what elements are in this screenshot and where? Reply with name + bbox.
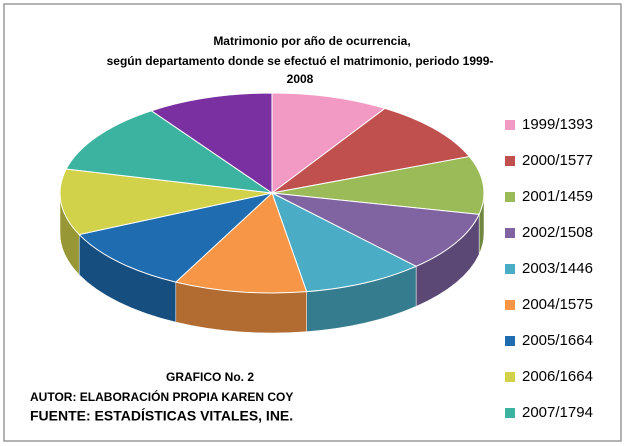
legend-swatch (505, 192, 515, 202)
legend-label: 2007/1794 (522, 404, 593, 421)
legend-label: 2002/1508 (522, 224, 593, 241)
legend-label: 2000/1577 (522, 152, 593, 169)
legend-swatch (505, 408, 515, 418)
legend-label: 2006/1664 (522, 368, 593, 385)
annotation: AUTOR: ELABORACIÓN PROPIA KAREN COY (30, 389, 293, 404)
legend-swatch (505, 120, 515, 130)
slice (271, 156, 485, 215)
slice (78, 192, 274, 283)
slice (150, 92, 273, 194)
annotation: FUENTE: ESTADÍSTICAS VITALES, INE. (30, 408, 293, 424)
legend-label: 1999/1393 (522, 116, 593, 133)
slice (271, 191, 418, 293)
slice (174, 192, 308, 294)
annotation: GRAFICO No. 2 (166, 370, 254, 384)
slice (59, 168, 273, 236)
legend-label: 2004/1575 (522, 296, 593, 313)
legend-swatch (505, 264, 515, 274)
legend-label: 2005/1664 (522, 332, 593, 349)
legend-swatch (505, 300, 515, 310)
legend-swatch (505, 156, 515, 166)
legend-swatch (505, 336, 515, 346)
legend-label: 2003/1446 (522, 260, 593, 277)
legend-swatch (505, 372, 515, 382)
slice (65, 110, 273, 194)
legend-swatch (505, 228, 515, 238)
legend-label: 2001/1459 (522, 188, 593, 205)
slice (271, 107, 471, 194)
chart-title: 2008 (287, 72, 314, 86)
slice (271, 92, 387, 194)
chart-title: Matrimonio por año de ocurrencia, (213, 34, 410, 48)
slice (271, 192, 480, 267)
chart-title: según departamento donde se efectuó el m… (107, 54, 494, 68)
